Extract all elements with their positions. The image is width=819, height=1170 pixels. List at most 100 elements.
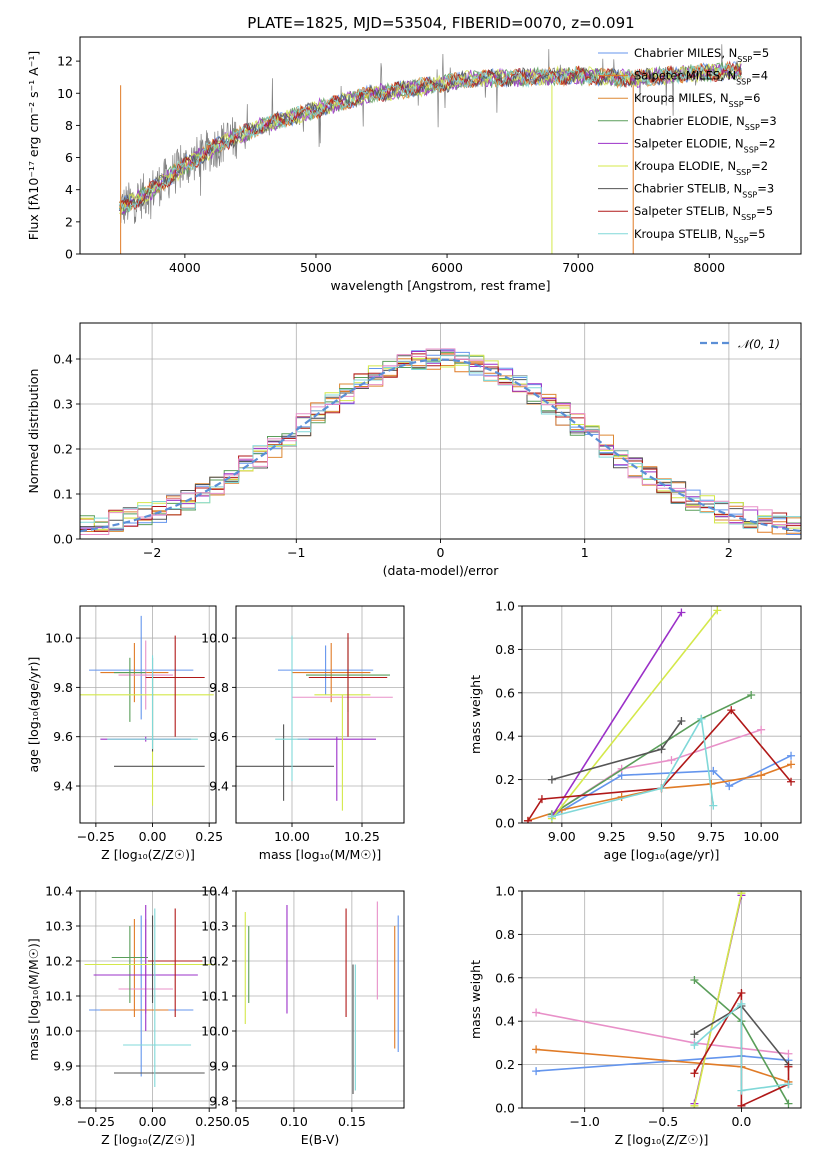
x-tick-label-2-2: 0.25 — [195, 829, 223, 844]
x-tick-label-1-3: 1 — [581, 545, 589, 560]
x-tick-label-0-4: 8000 — [693, 260, 725, 275]
weight-marker-4-6-1 — [657, 745, 666, 754]
weight-marker-7-8-1 — [737, 999, 746, 1008]
plot-area-1 — [80, 348, 801, 535]
y-tick-label-1-1: 0.1 — [53, 487, 73, 502]
weight-marker-4-5-1 — [713, 606, 722, 615]
plot-area-5 — [84, 905, 216, 1087]
model-spectrum-8 — [118, 62, 742, 212]
weight-marker-7-7-4 — [784, 1062, 793, 1071]
y-tick-label-3-0: 9.4 — [209, 779, 229, 794]
x-tick-label-3-1: 10.25 — [344, 829, 380, 844]
y-tick-label-4-0: 0.0 — [495, 816, 515, 831]
y-axis-label-4: mass weight — [468, 675, 483, 754]
weight-marker-4-2-3 — [757, 725, 766, 734]
x-tick-label-0-1: 5000 — [300, 260, 332, 275]
panel-1: −2 −1 0 1 2 0.0 0.1 0.2 0.3 0.4 (data-model)/error… — [26, 322, 802, 578]
y-tick-label-7-4: 0.8 — [495, 927, 515, 942]
weight-marker-7-6-0 — [690, 1030, 699, 1039]
y-tick-label-1-2: 0.2 — [53, 442, 73, 457]
legend-label-8: Kroupa STELIB, NSSP=5 — [634, 227, 765, 245]
y-axis-label-0: Flux [fλ10⁻¹⁷ erg cm⁻² s⁻¹ A⁻¹] — [26, 51, 41, 240]
weight-marker-7-1-0 — [532, 1045, 541, 1054]
axes-overlay-2: −0.25 0.00 0.25 9.4 9.6 9.8 10.0 Z [log₁₀(Z/Z☉)… — [26, 605, 223, 862]
axes-frame-7 — [521, 890, 802, 1109]
weight-marker-4-0-4 — [787, 751, 796, 760]
axes-overlay-1: −2 −1 0 1 2 0.0 0.1 0.2 0.3 0.4 (data-model)/error… — [26, 322, 802, 578]
x-tick-label-6-2: 0.15 — [338, 1114, 366, 1129]
x-tick-label-1-4: 2 — [725, 545, 733, 560]
x-axis-label-5: Z [log₁₀(Z/Z☉)] — [101, 1132, 195, 1147]
panel-7: −1.0 −0.5 0.0 0.0 0.2 0.4 0.6 0.8 1.0 Z [log₁₀(Z/… — [468, 884, 802, 1147]
y-tick-label-0-3: 6 — [65, 150, 73, 165]
x-tick-label-1-0: −2 — [143, 545, 161, 560]
y-tick-label-7-1: 0.2 — [495, 1057, 515, 1072]
x-axis-label-2: Z [log₁₀(Z/Z☉)] — [101, 847, 195, 862]
plot-area-4 — [523, 606, 796, 823]
axes-frame-5 — [79, 890, 217, 1109]
weight-marker-7-8-3 — [784, 1080, 793, 1089]
weight-marker-4-4-1 — [677, 608, 686, 617]
plot-area-3 — [236, 633, 393, 811]
x-tick-label-5-1: 0.00 — [139, 1114, 167, 1129]
weight-marker-7-3-2 — [784, 1099, 793, 1108]
x-tick-label-4-3: 9.75 — [697, 829, 725, 844]
y-tick-label-2-1: 9.6 — [53, 729, 73, 744]
weight-marker-7-2-0 — [532, 1008, 541, 1017]
y-tick-label-0-6: 12 — [57, 54, 73, 69]
spectrum-title: PLATE=1825, MJD=53504, FIBERID=0070, z=0… — [247, 14, 634, 32]
y-axis-label-1: Normed distribution — [26, 369, 41, 494]
axes-overlay-0: 4000 5000 6000 7000 8000 0 2 4 6 8 10 12 wavelength … — [26, 36, 802, 293]
axes-overlay-3: 10.00 10.25 9.4 9.6 9.8 10.0 mass [log₁₀(M/M☉)… — [201, 605, 405, 862]
legend-label-0: Chabrier MILES, NSSP=5 — [634, 46, 769, 64]
weight-marker-7-7-0 — [690, 1069, 699, 1078]
x-tick-label-2-0: −0.25 — [77, 829, 115, 844]
plot-area-0 — [118, 44, 743, 254]
weight-marker-7-0-0 — [532, 1067, 541, 1076]
weight-marker-4-8-1 — [657, 784, 666, 793]
weight-marker-4-7-1 — [537, 795, 546, 804]
y-tick-label-5-1: 9.9 — [53, 1059, 73, 1074]
y-tick-label-0-4: 8 — [65, 118, 73, 133]
y-tick-label-6-1: 9.9 — [209, 1059, 229, 1074]
panel-0: 4000 5000 6000 7000 8000 0 2 4 6 8 10 12 wavelength … — [26, 36, 802, 293]
y-tick-label-5-2: 10.0 — [45, 1024, 73, 1039]
weight-line-4-5 — [551, 609, 718, 820]
axes-frame-6 — [235, 890, 405, 1109]
weight-marker-4-8-3 — [709, 801, 718, 810]
x-tick-label-2-1: 0.00 — [139, 829, 167, 844]
y-axis-label-2: age [log₁₀(age/yr)] — [26, 657, 41, 773]
y-tick-label-7-0: 0.0 — [495, 1101, 515, 1116]
x-axis-label-3: mass [log₁₀(M/M☉)] — [259, 847, 381, 862]
y-tick-label-0-5: 10 — [57, 86, 73, 101]
x-axis-label-7: Z [log₁₀(Z/Z☉)] — [615, 1132, 709, 1147]
legend-label-7: Salpeter STELIB, NSSP=5 — [634, 204, 773, 222]
y-tick-label-2-0: 9.4 — [53, 779, 73, 794]
weight-line-4-3 — [551, 694, 752, 815]
axes-frame-3 — [235, 605, 405, 824]
x-tick-label-4-1: 9.25 — [598, 829, 626, 844]
y-tick-label-2-3: 10.0 — [45, 631, 73, 646]
weight-marker-4-0-2 — [709, 766, 718, 775]
weight-marker-4-1-2 — [617, 792, 626, 801]
weight-marker-7-7-2 — [737, 1101, 746, 1108]
y-tick-label-1-3: 0.3 — [53, 397, 73, 412]
y-tick-label-3-1: 9.6 — [209, 729, 229, 744]
y-tick-label-6-4: 10.2 — [201, 954, 229, 969]
legend-label-3: Chabrier ELODIE, NSSP=3 — [634, 114, 777, 132]
x-tick-label-7-2: 0.0 — [731, 1114, 751, 1129]
weight-marker-7-2-2 — [784, 1049, 793, 1058]
panel-5: −0.25 0.00 0.25 9.8 9.9 10.0 10.1 10.2 10.3 10.4 Z… — [26, 884, 223, 1148]
weight-line-7-8 — [693, 1002, 789, 1092]
weight-marker-7-7-1 — [737, 988, 746, 997]
x-tick-label-5-0: −0.25 — [77, 1114, 115, 1129]
y-tick-label-5-4: 10.2 — [45, 954, 73, 969]
weight-marker-7-3-0 — [690, 975, 699, 984]
x-axis-label-1: (data-model)/error — [383, 563, 500, 578]
normal-reference-curve — [80, 358, 801, 533]
weight-marker-4-7-3 — [727, 706, 736, 715]
y-tick-label-3-3: 10.0 — [201, 631, 229, 646]
y-tick-label-6-6: 10.4 — [201, 884, 229, 899]
x-tick-label-7-1: −0.5 — [648, 1114, 678, 1129]
axes-overlay-5: −0.25 0.00 0.25 9.8 9.9 10.0 10.1 10.2 10.3 10.4 Z… — [26, 884, 223, 1148]
